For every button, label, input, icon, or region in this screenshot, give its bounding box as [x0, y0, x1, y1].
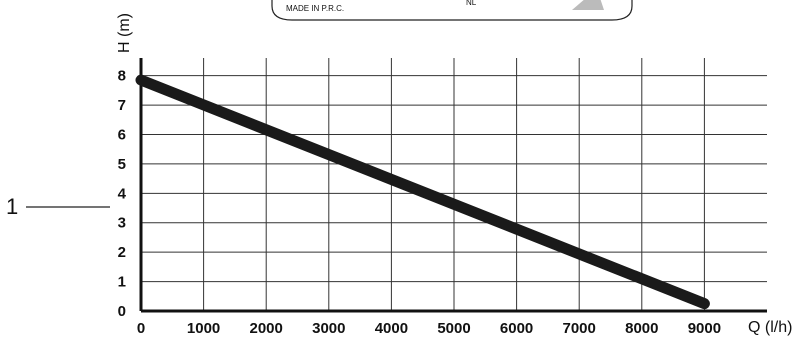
grid [141, 58, 767, 311]
y-tick-label-2: 2 [118, 244, 126, 261]
label-box-outline [271, 0, 633, 21]
y-tick-label-7: 7 [118, 97, 126, 114]
label-box-triangle-mark [572, 0, 604, 10]
x-tick-label-2000: 2000 [250, 320, 283, 337]
x-tick-label-9000: 9000 [688, 320, 721, 337]
callout-number: 1 [6, 194, 18, 219]
y-tick-labels: 0 1 2 3 4 5 6 7 8 [118, 68, 127, 320]
series-layer [135, 74, 710, 310]
series-line-0 [135, 74, 710, 310]
y-tick-label-6: 6 [118, 126, 126, 143]
x-tick-label-1000: 1000 [187, 320, 220, 337]
x-axis-label: Q (l/h) [748, 319, 792, 336]
y-tick-label-0: 0 [118, 303, 126, 320]
x-tick-label-4000: 4000 [375, 320, 408, 337]
label-box: MADE IN P.R.C. NL [271, 0, 633, 21]
y-tick-label-8: 8 [118, 68, 126, 85]
x-tick-label-3000: 3000 [312, 320, 345, 337]
y-tick-label-4: 4 [118, 185, 127, 202]
label-code-text: NL [466, 0, 477, 7]
x-tick-label-8000: 8000 [625, 320, 658, 337]
made-in-text: MADE IN P.R.C. [286, 4, 344, 13]
axes [139, 58, 767, 313]
x-tick-label-5000: 5000 [437, 320, 470, 337]
x-tick-labels: 0 1000 2000 3000 4000 5000 6000 7000 8000 9000 [137, 320, 721, 337]
y-axis-label: H (m) [116, 13, 133, 53]
x-tick-label-7000: 7000 [563, 320, 596, 337]
x-tick-label-0: 0 [137, 320, 145, 337]
y-tick-label-5: 5 [118, 156, 126, 173]
y-tick-label-1: 1 [118, 274, 126, 291]
y-tick-label-3: 3 [118, 215, 126, 232]
x-tick-label-6000: 6000 [500, 320, 533, 337]
